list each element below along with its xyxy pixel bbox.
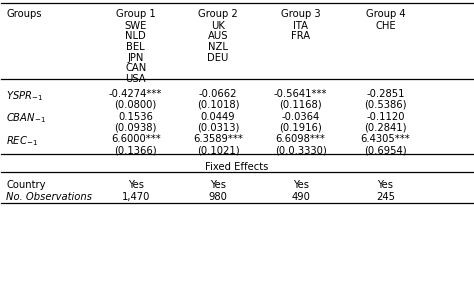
Text: 6.4305***: 6.4305*** bbox=[361, 134, 410, 145]
Text: (0.1366): (0.1366) bbox=[114, 145, 157, 155]
Text: (0.5386): (0.5386) bbox=[364, 100, 407, 110]
Text: $\mathit{CBAN}_{-1}$: $\mathit{CBAN}_{-1}$ bbox=[6, 112, 46, 125]
Text: Yes: Yes bbox=[377, 180, 393, 190]
Text: -0.0364: -0.0364 bbox=[282, 112, 320, 121]
Text: JPN: JPN bbox=[128, 53, 144, 62]
Text: CAN: CAN bbox=[125, 63, 146, 73]
Text: CHE: CHE bbox=[375, 21, 396, 31]
Text: AUS: AUS bbox=[208, 32, 228, 41]
Text: Group 4: Group 4 bbox=[365, 9, 405, 19]
Text: $\mathit{YSPR}_{-1}$: $\mathit{YSPR}_{-1}$ bbox=[6, 89, 43, 102]
Text: (0.1168): (0.1168) bbox=[279, 100, 322, 110]
Text: 980: 980 bbox=[209, 192, 228, 202]
Text: (0.2841): (0.2841) bbox=[364, 123, 407, 133]
Text: -0.5641***: -0.5641*** bbox=[274, 89, 328, 99]
Text: Group 1: Group 1 bbox=[116, 9, 155, 19]
Text: Country: Country bbox=[6, 180, 46, 190]
Text: -0.0662: -0.0662 bbox=[199, 89, 237, 99]
Text: (0.1916): (0.1916) bbox=[279, 123, 322, 133]
Text: Groups: Groups bbox=[6, 9, 42, 19]
Text: BEL: BEL bbox=[127, 42, 145, 52]
Text: 6.6000***: 6.6000*** bbox=[111, 134, 161, 145]
Text: No. Observations: No. Observations bbox=[6, 192, 92, 202]
Text: (0.1021): (0.1021) bbox=[197, 145, 239, 155]
Text: (0.0938): (0.0938) bbox=[115, 123, 157, 133]
Text: 0.1536: 0.1536 bbox=[118, 112, 153, 121]
Text: 0.0449: 0.0449 bbox=[201, 112, 236, 121]
Text: USA: USA bbox=[126, 74, 146, 84]
Text: -0.1120: -0.1120 bbox=[366, 112, 405, 121]
Text: 1,470: 1,470 bbox=[121, 192, 150, 202]
Text: Yes: Yes bbox=[292, 180, 309, 190]
Text: 490: 490 bbox=[291, 192, 310, 202]
Text: DEU: DEU bbox=[208, 53, 229, 62]
Text: 6.3589***: 6.3589*** bbox=[193, 134, 243, 145]
Text: Fixed Effects: Fixed Effects bbox=[205, 162, 269, 172]
Text: -0.2851: -0.2851 bbox=[366, 89, 405, 99]
Text: -0.4274***: -0.4274*** bbox=[109, 89, 163, 99]
Text: (0.0800): (0.0800) bbox=[115, 100, 157, 110]
Text: 6.6098***: 6.6098*** bbox=[276, 134, 326, 145]
Text: SWE: SWE bbox=[125, 21, 147, 31]
Text: $\mathit{REC}_{-1}$: $\mathit{REC}_{-1}$ bbox=[6, 134, 38, 148]
Text: (0.6954): (0.6954) bbox=[364, 145, 407, 155]
Text: 245: 245 bbox=[376, 192, 395, 202]
Text: Group 3: Group 3 bbox=[281, 9, 320, 19]
Text: Yes: Yes bbox=[210, 180, 226, 190]
Text: FRA: FRA bbox=[291, 32, 310, 41]
Text: Group 2: Group 2 bbox=[198, 9, 238, 19]
Text: (0.0.3330): (0.0.3330) bbox=[275, 145, 327, 155]
Text: NZL: NZL bbox=[208, 42, 228, 52]
Text: (0.1018): (0.1018) bbox=[197, 100, 239, 110]
Text: UK: UK bbox=[211, 21, 225, 31]
Text: NLD: NLD bbox=[125, 32, 146, 41]
Text: Yes: Yes bbox=[128, 180, 144, 190]
Text: ITA: ITA bbox=[293, 21, 308, 31]
Text: (0.0313): (0.0313) bbox=[197, 123, 239, 133]
